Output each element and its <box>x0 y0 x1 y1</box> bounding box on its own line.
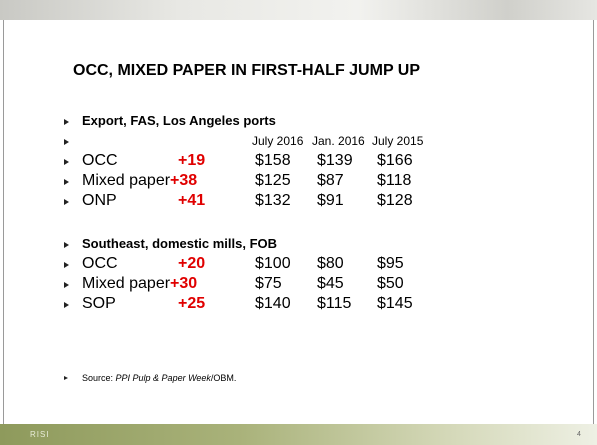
row-name: ONP <box>82 192 117 209</box>
column-header: July 2016 <box>252 134 304 148</box>
bullet <box>64 179 69 185</box>
change: +41 <box>178 192 206 209</box>
price: $145 <box>377 295 413 312</box>
bullet <box>64 139 69 145</box>
logo: RISI <box>30 430 50 439</box>
price: $80 <box>317 255 344 272</box>
row-name: Mixed paper <box>82 172 171 189</box>
price: $139 <box>317 152 353 169</box>
price: $95 <box>377 255 404 272</box>
bullet <box>64 302 69 308</box>
section-heading: Southeast, domestic mills, FOB <box>82 236 278 251</box>
source: Source: PPI Pulp & Paper Week/OBM. <box>82 373 236 383</box>
bullet <box>64 199 69 205</box>
slide-frame <box>3 20 594 424</box>
price: $128 <box>377 192 413 209</box>
price: $140 <box>255 295 291 312</box>
price: $118 <box>377 172 412 189</box>
bullet <box>64 159 69 165</box>
price: $158 <box>255 152 291 169</box>
bullet <box>64 376 68 380</box>
source-suffix: /OBM. <box>210 373 237 383</box>
row-name: Mixed paper <box>82 275 171 292</box>
price: $91 <box>317 192 344 209</box>
price: $166 <box>377 152 413 169</box>
page-number: 4 <box>577 431 581 438</box>
slide-title: OCC, MIXED PAPER IN FIRST-HALF JUMP UP <box>73 62 420 79</box>
price: $115 <box>317 295 352 312</box>
bullet <box>64 242 69 248</box>
change: +19 <box>178 152 206 169</box>
price: $132 <box>255 192 291 209</box>
section-heading: Export, FAS, Los Angeles ports <box>82 113 276 128</box>
row-name: OCC <box>82 255 118 272</box>
row-name: OCC <box>82 152 118 169</box>
row-name: SOP <box>82 295 116 312</box>
bullet <box>64 262 69 268</box>
header-band <box>0 0 597 20</box>
source-publication: PPI Pulp & Paper Week <box>115 373 211 383</box>
change: +38 <box>170 172 198 189</box>
change: +30 <box>170 275 198 292</box>
source-prefix: Source: <box>82 373 116 383</box>
price: $87 <box>317 172 344 189</box>
column-header: Jan. 2016 <box>312 134 365 148</box>
footer-band <box>0 424 597 445</box>
price: $45 <box>317 275 344 292</box>
change: +25 <box>178 295 206 312</box>
column-header: July 2015 <box>372 134 424 148</box>
price: $75 <box>255 275 282 292</box>
bullet <box>64 119 69 125</box>
change: +20 <box>178 255 206 272</box>
price: $125 <box>255 172 291 189</box>
price: $100 <box>255 255 291 272</box>
bullet <box>64 282 69 288</box>
price: $50 <box>377 275 404 292</box>
